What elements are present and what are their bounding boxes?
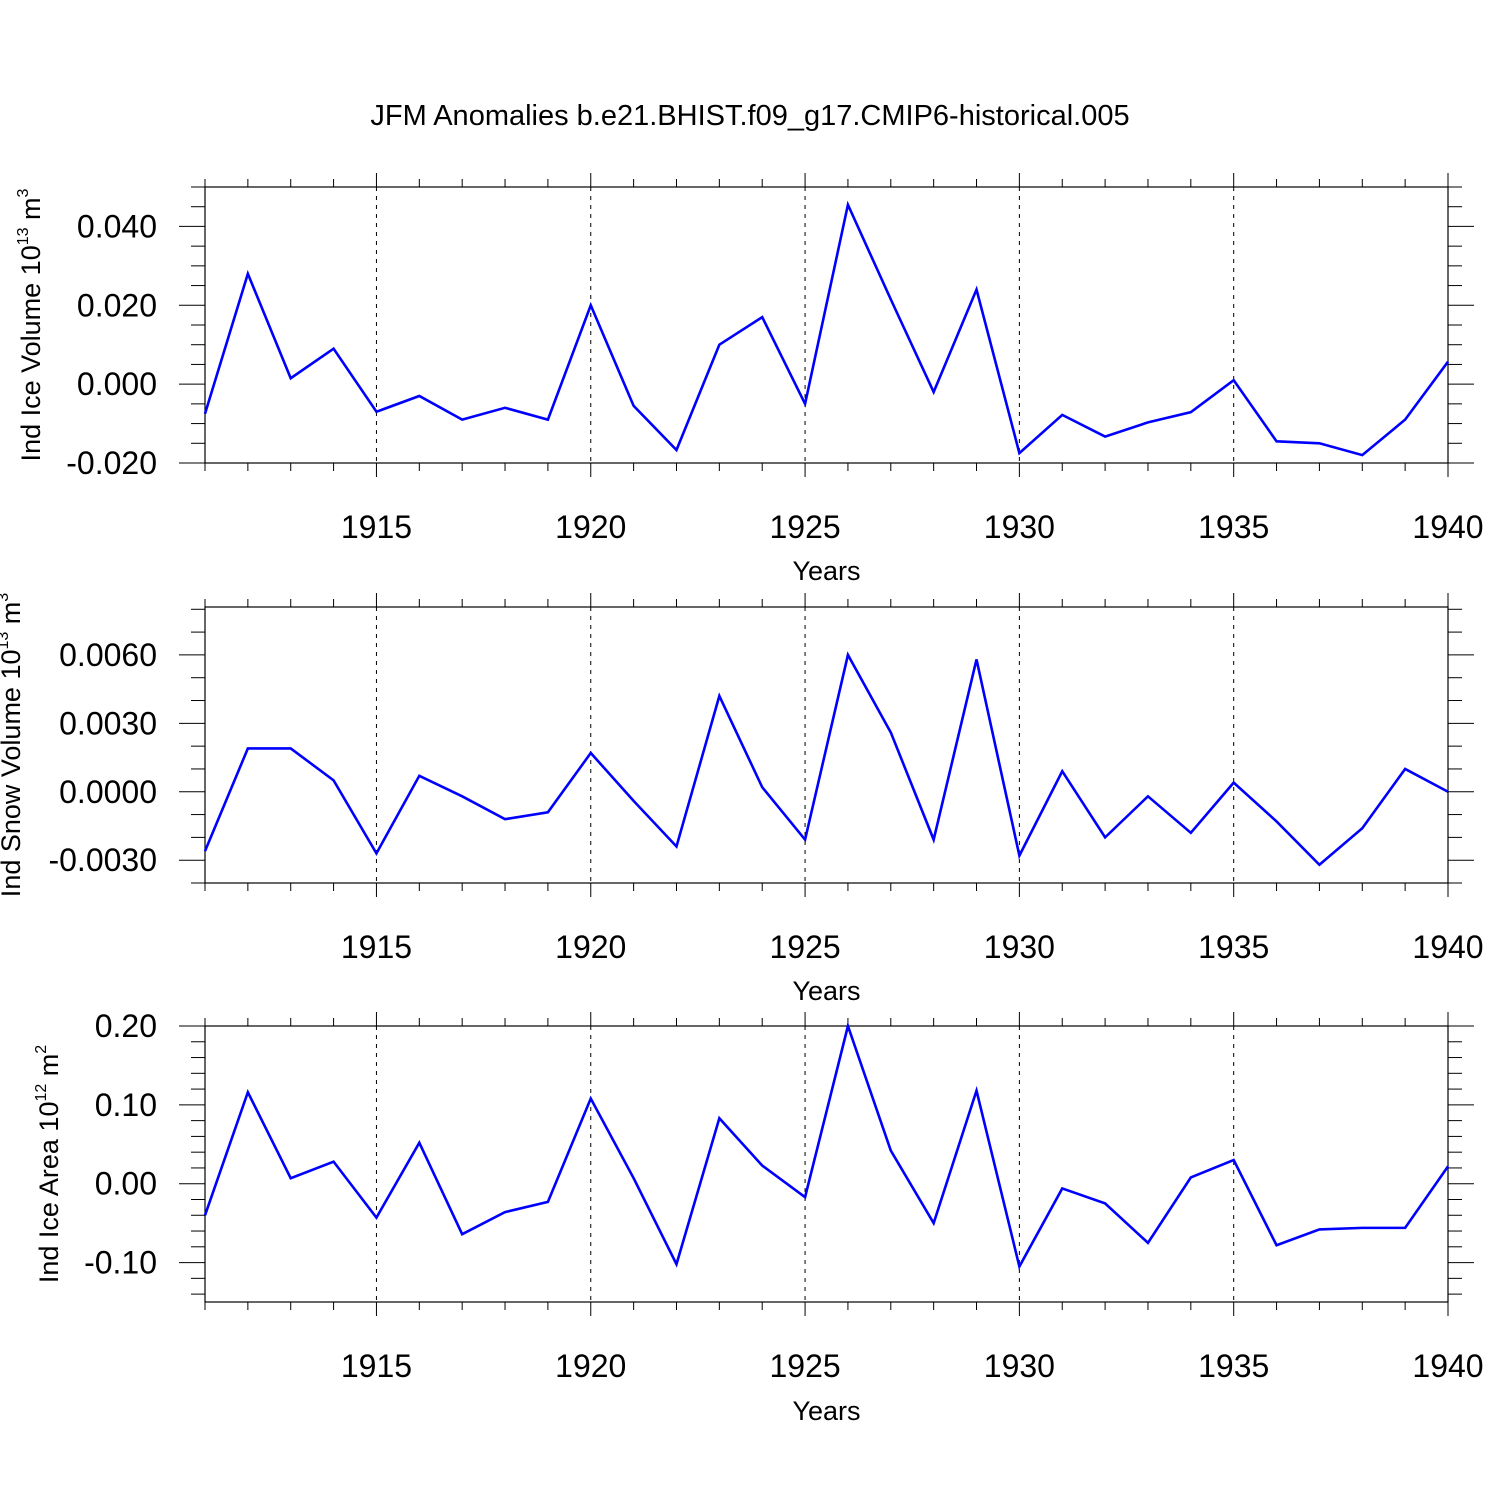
y-tick-label: 0.0000	[59, 774, 157, 810]
x-tick-label: 1935	[1198, 929, 1269, 965]
y-tick-label: -0.020	[66, 445, 157, 481]
x-tick-label: 1920	[555, 929, 626, 965]
x-tick-label: 1935	[1198, 1348, 1269, 1384]
x-tick-label: 1925	[769, 1348, 840, 1384]
x-tick-label: 1915	[341, 509, 412, 545]
y-axis-title-superscript: 13	[15, 227, 32, 245]
x-tick-label: 1925	[769, 509, 840, 545]
panel-1: -0.020 0.000 0.020 0.040 1915 1920 1925 1930 193…	[15, 173, 1484, 586]
plot-frame	[204, 1025, 1449, 1303]
panel-2: -0.0030 0.0000 0.0030 0.0060 1915 1920 1925 193…	[0, 593, 1484, 1006]
x-axis-title: Years	[792, 1396, 860, 1426]
x-tick-label: 1930	[984, 929, 1055, 965]
y-axis-title-superscript: 3	[0, 593, 12, 602]
x-tick-label: 1920	[555, 1348, 626, 1384]
y-axis-title-text: m	[34, 1054, 64, 1077]
y-tick-label: 0.0030	[59, 705, 157, 741]
y-axis-title-text: m	[0, 602, 26, 625]
y-tick-label: -0.10	[84, 1245, 157, 1281]
y-axis-title-superscript: 2	[33, 1045, 50, 1054]
y-axis-title-space	[34, 1076, 64, 1084]
y-axis-title-superscript: 12	[33, 1084, 50, 1102]
x-tick-label: 1940	[1412, 929, 1483, 965]
y-axis-title-text: Ind Ice Area 10	[34, 1102, 64, 1284]
series-line	[203, 1021, 1450, 1271]
x-tick-label: 1940	[1412, 509, 1483, 545]
x-axis-title: Years	[792, 556, 860, 586]
y-tick-label: -0.0030	[48, 842, 157, 878]
y-tick-label: 0.040	[77, 208, 157, 244]
y-axis-title-space	[0, 624, 26, 632]
x-tick-label: 1925	[769, 929, 840, 965]
x-axis-title: Years	[792, 976, 860, 1006]
y-axis-title-text: Ind Ice Volume 10	[16, 245, 46, 461]
y-axis-title-text: m	[16, 197, 46, 220]
x-tick-label: 1915	[341, 929, 412, 965]
x-tick-label: 1930	[984, 509, 1055, 545]
x-tick-label: 1920	[555, 509, 626, 545]
x-tick-label: 1915	[341, 1348, 412, 1384]
y-tick-label: 0.20	[95, 1008, 157, 1044]
panel-3: -0.10 0.00 0.10 0.20 1915 1920 1925 1930 1935 194…	[33, 1008, 1484, 1426]
y-axis-title-text: Ind Snow Volume 10	[0, 650, 26, 898]
y-axis-title: Ind Ice Area 1012 m2	[33, 1045, 64, 1283]
x-tick-label: 1935	[1198, 509, 1269, 545]
x-tick-label: 1930	[984, 1348, 1055, 1384]
y-tick-label: 0.000	[77, 366, 157, 402]
y-axis-title-superscript: 13	[0, 632, 12, 650]
figure-title: JFM Anomalies b.e21.BHIST.f09_g17.CMIP6-…	[370, 100, 1129, 132]
y-axis-title-space	[16, 220, 46, 228]
y-tick-label: 0.020	[77, 287, 157, 323]
y-tick-label: 0.00	[95, 1166, 157, 1202]
y-axis-title: Ind Snow Volume 1013 m3	[0, 593, 26, 897]
series-line	[203, 200, 1450, 457]
y-tick-label: 0.0060	[59, 637, 157, 673]
y-axis-title: Ind Ice Volume 1013 m3	[15, 188, 46, 461]
y-axis-title-superscript: 3	[15, 188, 32, 197]
plot-frame	[204, 606, 1449, 884]
y-tick-label: 0.10	[95, 1087, 157, 1123]
x-tick-label: 1940	[1412, 1348, 1483, 1384]
series-line	[203, 651, 1449, 867]
